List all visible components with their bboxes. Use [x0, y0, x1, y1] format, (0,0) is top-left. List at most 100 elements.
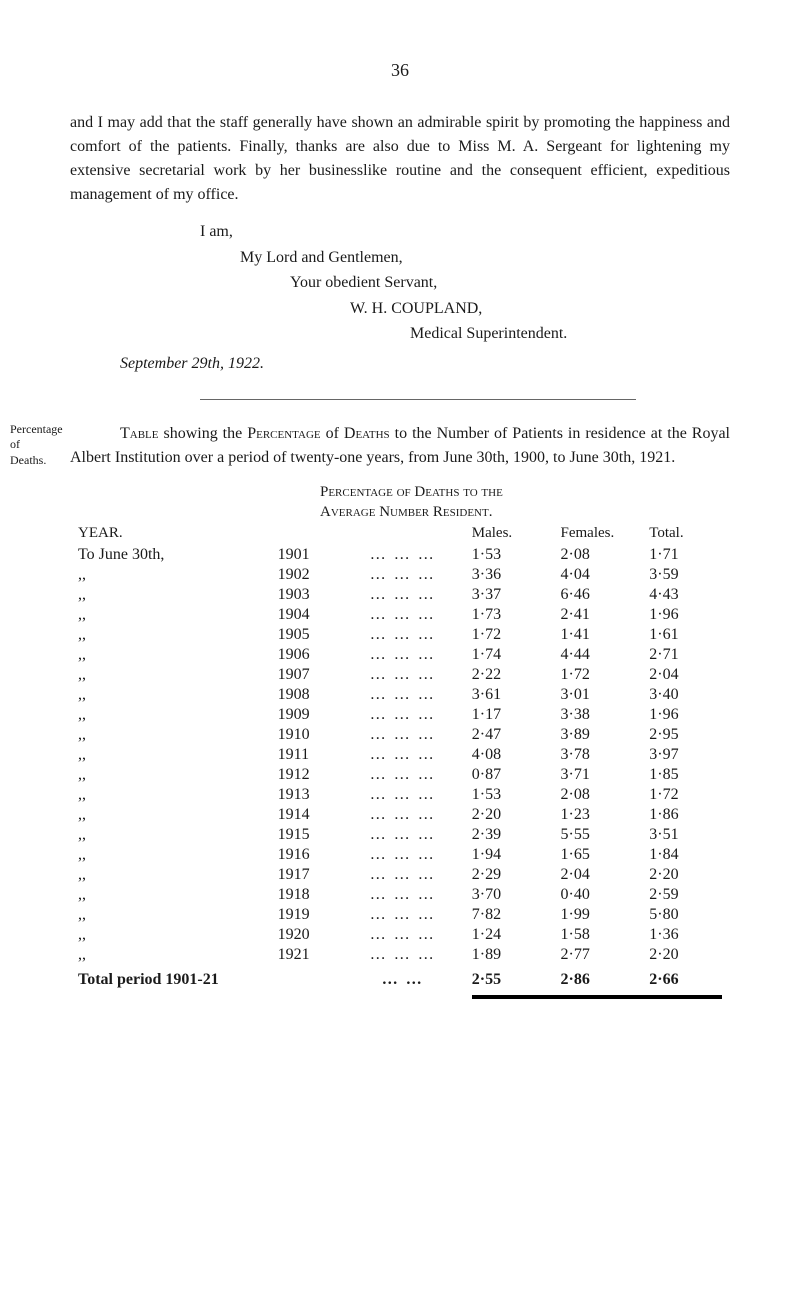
table-row: ,,1915… … …2·395·553·51 — [70, 825, 730, 845]
cell-males: 2·39 — [464, 825, 553, 845]
cell-males: 7·82 — [464, 905, 553, 925]
cell-year-label: ,, — [70, 565, 270, 585]
cell-males: 4·08 — [464, 745, 553, 765]
cell-year: 1907 — [270, 665, 342, 685]
cell-total: 2·95 — [641, 725, 730, 745]
cell-females: 3·38 — [553, 705, 642, 725]
table-heading-line: Average Number Resident. — [320, 504, 492, 520]
cell-year-label: ,, — [70, 725, 270, 745]
table-row: ,,1910… … …2·473·892·95 — [70, 725, 730, 745]
total-total: 2·66 — [641, 965, 730, 990]
cell-dots: … … … — [342, 905, 464, 925]
cell-dots: … … … — [342, 585, 464, 605]
cell-year: 1912 — [270, 765, 342, 785]
cell-dots: … … … — [342, 665, 464, 685]
cell-dots: … … — [342, 965, 464, 990]
cell-dots: … … … — [342, 945, 464, 965]
cell-total: 1·96 — [641, 705, 730, 725]
table-row: ,,1904… … …1·732·411·96 — [70, 605, 730, 625]
cell-dots: … … … — [342, 685, 464, 705]
total-males: 2·55 — [464, 965, 553, 990]
cell-year: 1914 — [270, 805, 342, 825]
cell-year: 1904 — [270, 605, 342, 625]
margin-note-line: of — [10, 437, 20, 451]
cell-males: 2·29 — [464, 865, 553, 885]
table-row: ,,1920… … …1·241·581·36 — [70, 925, 730, 945]
table-section: Percentage of Deaths. Table showing the … — [70, 422, 730, 1001]
cell-year-label: ,, — [70, 785, 270, 805]
table-row: ,,1912… … …0·873·711·85 — [70, 765, 730, 785]
cell-females: 1·65 — [553, 845, 642, 865]
cell-dots: … … … — [342, 605, 464, 625]
cell-year: 1901 — [270, 545, 342, 565]
cell-year: 1906 — [270, 645, 342, 665]
cell-males: 3·37 — [464, 585, 553, 605]
cell-females: 5·55 — [553, 825, 642, 845]
deaths-table: YEAR. Males. Females. Total. To June 30t… — [70, 524, 730, 1000]
closing-name: W. H. COUPLAND, — [350, 296, 730, 322]
cell-total: 1·61 — [641, 625, 730, 645]
table-row: ,,1907… … …2·221·722·04 — [70, 665, 730, 685]
cell-year: 1910 — [270, 725, 342, 745]
cell-total: 1·36 — [641, 925, 730, 945]
cell-females: 4·44 — [553, 645, 642, 665]
cell-year-label: ,, — [70, 925, 270, 945]
cell-total: 3·97 — [641, 745, 730, 765]
cell-males: 2·22 — [464, 665, 553, 685]
closing-title: Medical Superintendent. — [410, 321, 730, 347]
cell-year-label: ,, — [70, 905, 270, 925]
cell-males: 1·24 — [464, 925, 553, 945]
cell-total: 4·43 — [641, 585, 730, 605]
cell-dots: … … … — [342, 705, 464, 725]
cell-year: 1902 — [270, 565, 342, 585]
cell-total: 1·96 — [641, 605, 730, 625]
cell-males: 1·74 — [464, 645, 553, 665]
cell-year: 1905 — [270, 625, 342, 645]
cell-females: 6·46 — [553, 585, 642, 605]
table-row: ,,1902… … …3·364·043·59 — [70, 565, 730, 585]
cell-year: 1918 — [270, 885, 342, 905]
table-intro-text: of — [321, 425, 344, 442]
table-row: ,,1913… … …1·532·081·72 — [70, 785, 730, 805]
cell-year-label: ,, — [70, 945, 270, 965]
table-intro-word: Percentage — [247, 425, 320, 442]
cell-total: 1·84 — [641, 845, 730, 865]
table-row: ,,1911… … …4·083·783·97 — [70, 745, 730, 765]
cell-year: 1920 — [270, 925, 342, 945]
col-empty — [342, 524, 464, 545]
cell-females: 2·08 — [553, 785, 642, 805]
table-total-row: Total period 1901-21 … … 2·55 2·86 2·66 — [70, 965, 730, 990]
cell-year-label: ,, — [70, 605, 270, 625]
table-row: ,,1906… … …1·744·442·71 — [70, 645, 730, 665]
cell-males: 1·73 — [464, 605, 553, 625]
cell-dots: … … … — [342, 565, 464, 585]
cell-females: 1·41 — [553, 625, 642, 645]
cell-year-label: ,, — [70, 805, 270, 825]
cell-dots: … … … — [342, 765, 464, 785]
cell-females: 4·04 — [553, 565, 642, 585]
table-header-row: YEAR. Males. Females. Total. — [70, 524, 730, 545]
cell-females: 1·72 — [553, 665, 642, 685]
table-row: ,,1918… … …3·700·402·59 — [70, 885, 730, 905]
cell-year: 1908 — [270, 685, 342, 705]
cell-year-label: ,, — [70, 745, 270, 765]
cell-males: 1·89 — [464, 945, 553, 965]
cell-year: 1909 — [270, 705, 342, 725]
cell-females: 2·41 — [553, 605, 642, 625]
cell-total: 3·51 — [641, 825, 730, 845]
cell-total: 1·71 — [641, 545, 730, 565]
total-label: Total period 1901-21 — [70, 965, 342, 990]
table-intro: Table showing the Percentage of Deaths t… — [70, 422, 730, 470]
cell-males: 0·87 — [464, 765, 553, 785]
cell-males: 3·36 — [464, 565, 553, 585]
cell-year-label: ,, — [70, 585, 270, 605]
cell-dots: … … … — [342, 825, 464, 845]
cell-males: 1·17 — [464, 705, 553, 725]
cell-total: 2·20 — [641, 865, 730, 885]
cell-females: 2·77 — [553, 945, 642, 965]
cell-total: 3·40 — [641, 685, 730, 705]
cell-total: 1·86 — [641, 805, 730, 825]
table-intro-text: showing the — [159, 425, 248, 442]
page-number: 36 — [70, 60, 730, 81]
col-empty — [270, 524, 342, 545]
